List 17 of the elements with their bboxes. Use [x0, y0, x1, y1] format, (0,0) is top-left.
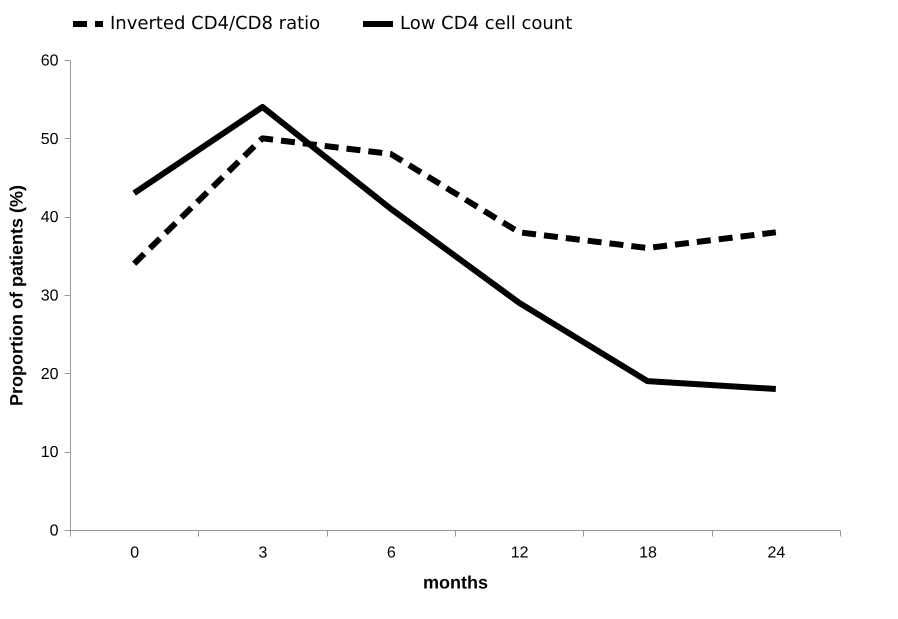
x-tick-label: 6: [386, 544, 396, 562]
x-tick-label: 0: [130, 544, 140, 562]
x-tick-label: 24: [767, 544, 786, 562]
legend-label: Low CD4 cell count: [400, 13, 572, 34]
y-tick-label: 10: [40, 444, 59, 462]
legend-label: Inverted CD4/CD8 ratio: [110, 13, 320, 34]
y-tick-label: 60: [40, 52, 59, 70]
x-axis-title: months: [423, 572, 488, 592]
x-tick-label: 3: [258, 544, 268, 562]
y-tick-label: 0: [50, 522, 59, 540]
x-tick-label: 18: [639, 544, 657, 562]
y-tick-label: 50: [40, 130, 59, 148]
x-tick-label: 12: [510, 544, 529, 562]
y-tick-label: 40: [40, 209, 59, 226]
y-tick-label: 30: [40, 288, 59, 304]
y-axis-title: Proportion of patients (%): [6, 185, 27, 406]
y-tick-label: 20: [40, 366, 59, 383]
